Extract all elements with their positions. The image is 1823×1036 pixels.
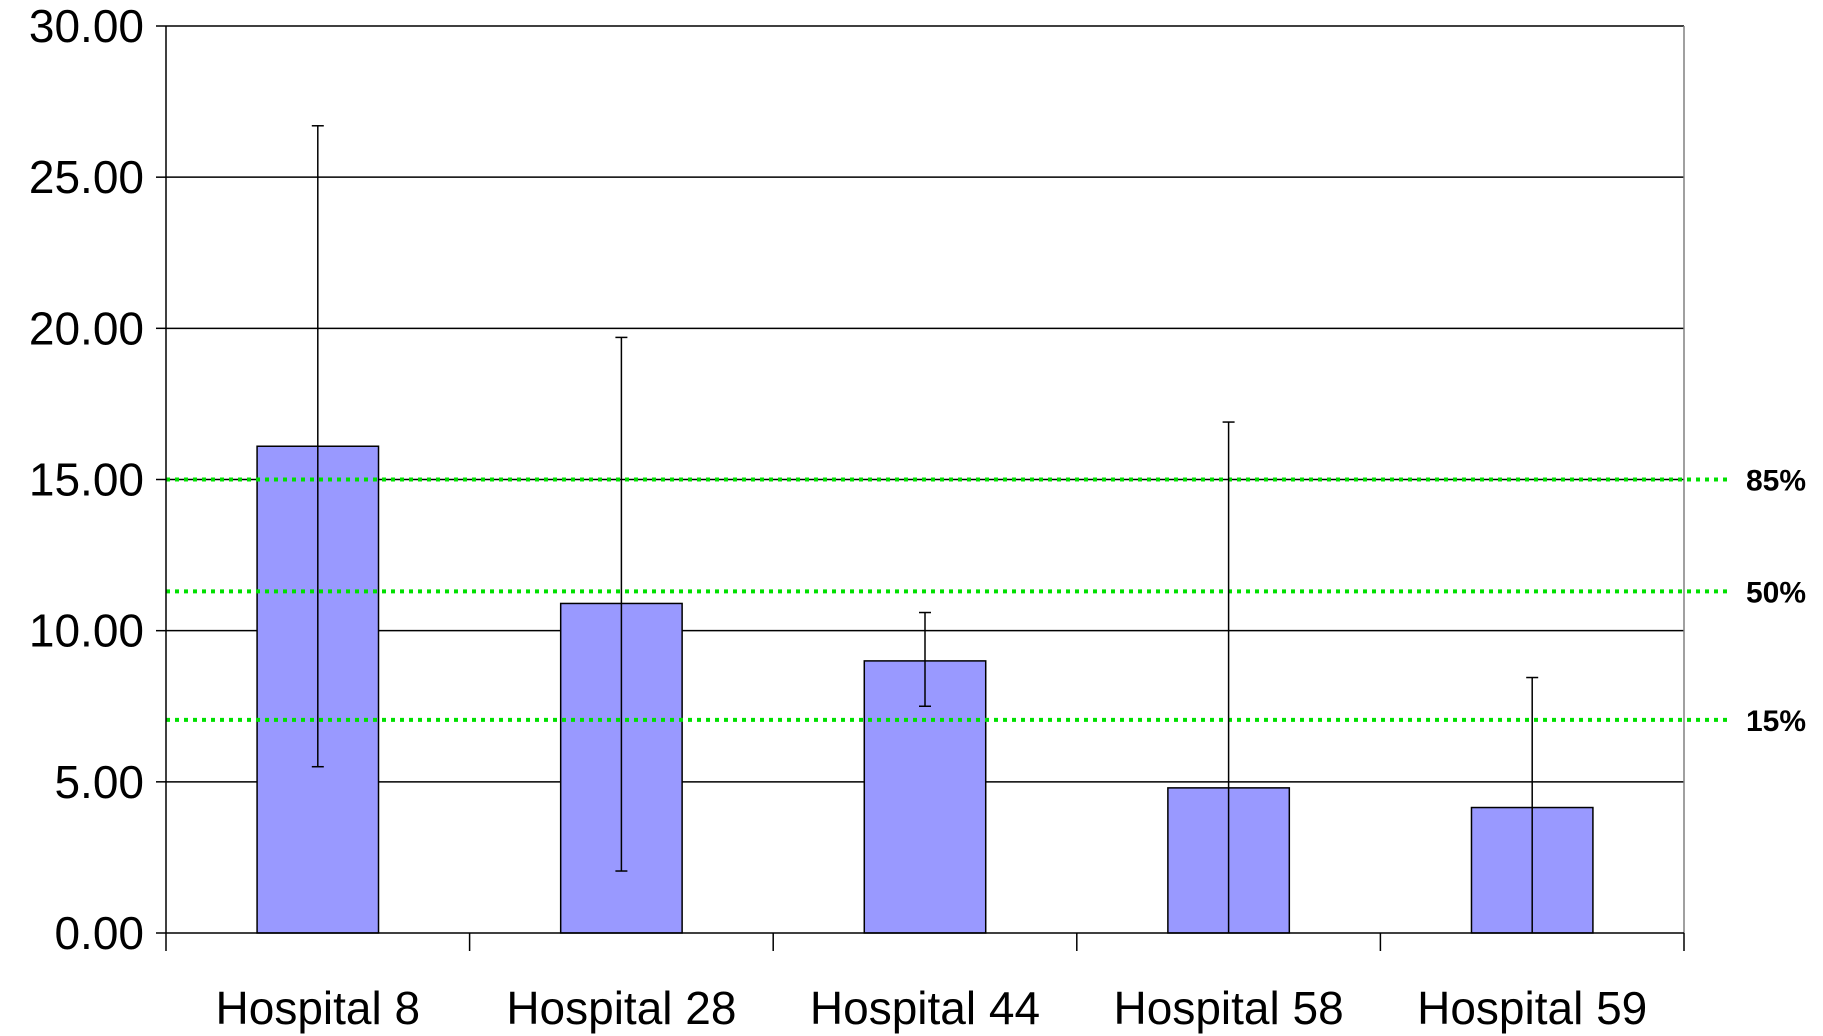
labels: 0.00 5.00 10.00 15.00 20.00 25.00 30.00 85% 50% 1… [29,0,1806,1034]
reference-line-label: 85% [1746,465,1806,498]
y-tick-label: 20.00 [29,302,144,354]
axes [156,25,1685,951]
y-tick-label: 30.00 [29,0,144,52]
reference-line-label: 15% [1746,705,1806,738]
y-tick-label: 5.00 [54,756,144,808]
y-tick-label: 15.00 [29,454,144,506]
x-category-label: Hospital 44 [810,982,1040,1034]
reference-line-label: 50% [1746,576,1806,609]
y-tick-label: 10.00 [29,605,144,657]
x-category-label: Hospital 59 [1417,982,1647,1034]
x-category-label: Hospital 8 [216,982,421,1034]
y-tick-label: 0.00 [54,907,144,959]
error-bars [311,125,1539,933]
y-tick-label: 25.00 [29,151,144,203]
x-category-label: Hospital 28 [506,982,736,1034]
x-category-label: Hospital 58 [1114,982,1344,1034]
